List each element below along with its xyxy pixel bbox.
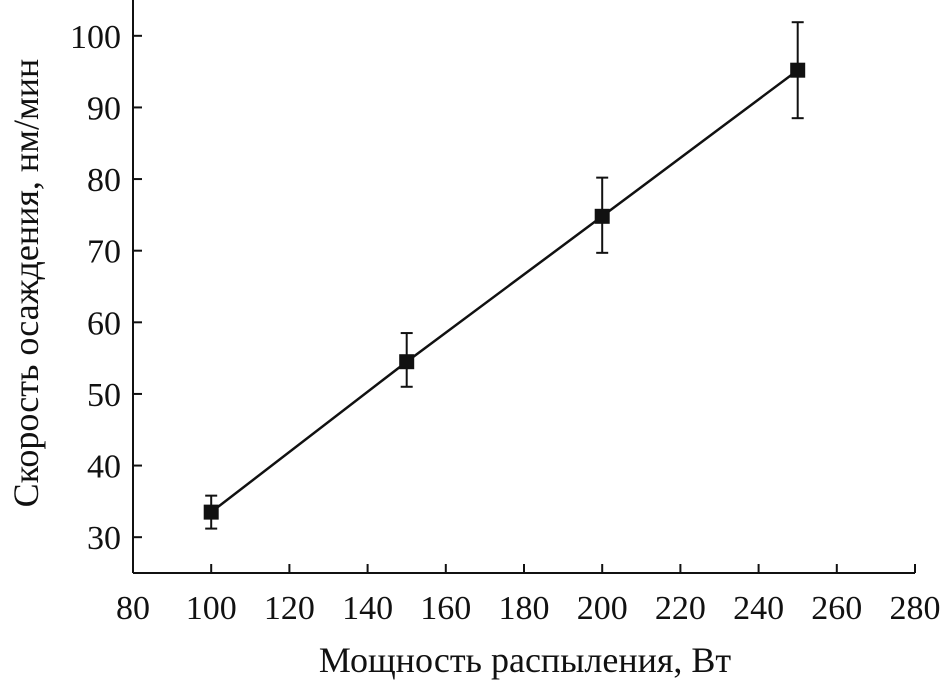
x-tick-label: 220: [655, 590, 706, 627]
y-tick-label: 50: [87, 377, 121, 414]
x-tick-label: 200: [577, 590, 628, 627]
x-tick-label: 160: [420, 590, 471, 627]
y-tick-label: 60: [87, 305, 121, 342]
data-point-marker: [790, 62, 806, 78]
y-axis-ticks: 30 40 50 60 70 80 90 100: [70, 19, 142, 557]
y-tick-label: 40: [87, 449, 121, 486]
data-point-marker: [594, 208, 610, 224]
x-axis-label: Мощность распыления, Вт: [319, 640, 732, 680]
x-tick-label: 120: [264, 590, 315, 627]
data-point-marker: [203, 504, 219, 520]
data-markers: [203, 62, 806, 520]
y-axis-label: Скорость осаждения, нм/мин: [6, 59, 46, 508]
y-tick-label: 90: [87, 90, 121, 127]
error-bars: [205, 21, 804, 530]
x-tick-label: 140: [342, 590, 393, 627]
x-axis-ticks: 80 100 120 140 160 180 200 220 240 260 280: [116, 564, 941, 627]
y-tick-label: 30: [87, 520, 121, 557]
y-tick-label: 70: [87, 234, 121, 271]
x-tick-label: 100: [186, 590, 237, 627]
series-polyline: [210, 69, 799, 514]
x-tick-label: 280: [890, 590, 941, 627]
x-tick-label: 180: [499, 590, 550, 627]
y-tick-label: 80: [87, 162, 121, 199]
x-tick-label: 260: [811, 590, 862, 627]
x-tick-label: 240: [733, 590, 784, 627]
x-tick-label: 80: [116, 590, 150, 627]
y-tick-label: 100: [70, 19, 121, 56]
series-line: [210, 69, 799, 514]
data-point-marker: [399, 354, 415, 370]
